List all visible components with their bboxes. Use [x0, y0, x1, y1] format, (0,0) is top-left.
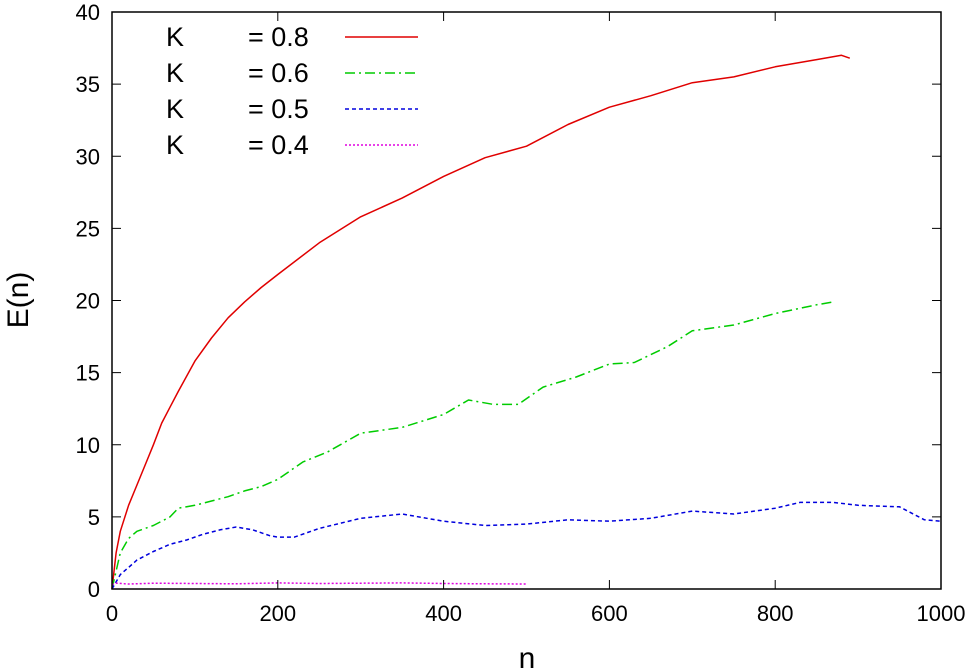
x-tick-label: 600	[591, 601, 628, 626]
legend: K = 0.8 K = 0.6 K = 0.5 K = 0.4	[166, 22, 418, 160]
series-line-4	[111, 582, 527, 586]
x-tick-label: 200	[259, 601, 296, 626]
legend-label-symbol: K	[166, 94, 184, 124]
plot-marks	[111, 54, 942, 590]
plot-frame	[111, 11, 942, 590]
y-tick-label: 0	[88, 577, 100, 602]
y-tick-label: 30	[76, 144, 100, 169]
legend-label-value: = 0.4	[248, 130, 309, 160]
y-tick-label: 25	[76, 216, 100, 241]
legend-label-value: = 0.8	[248, 22, 309, 52]
y-tick-label: 5	[88, 505, 100, 530]
axis-ticks: 0 200 400 600 800 1000 0 5 10 15 20 25 30 35 40	[76, 0, 966, 626]
legend-label-symbol: K	[166, 22, 184, 52]
legend-label-symbol: K	[166, 130, 184, 160]
x-axis-title: n	[519, 642, 536, 671]
series-line-2	[111, 301, 834, 590]
y-tick-label: 35	[76, 72, 100, 97]
legend-label-value: = 0.6	[248, 58, 309, 88]
x-tick-label: 1000	[917, 601, 966, 626]
legend-label-symbol: K	[166, 58, 184, 88]
series-line-3	[111, 501, 942, 590]
y-tick-label: 20	[76, 289, 100, 314]
y-tick-label: 10	[76, 433, 100, 458]
y-tick-label: 15	[76, 361, 100, 386]
legend-label-value: = 0.5	[248, 94, 309, 124]
y-axis-title: E(n)	[2, 272, 35, 329]
x-tick-label: 800	[757, 601, 794, 626]
x-tick-label: 400	[425, 601, 462, 626]
series-line-1	[111, 54, 851, 590]
x-tick-label: 0	[106, 601, 118, 626]
y-tick-label: 40	[76, 0, 100, 25]
